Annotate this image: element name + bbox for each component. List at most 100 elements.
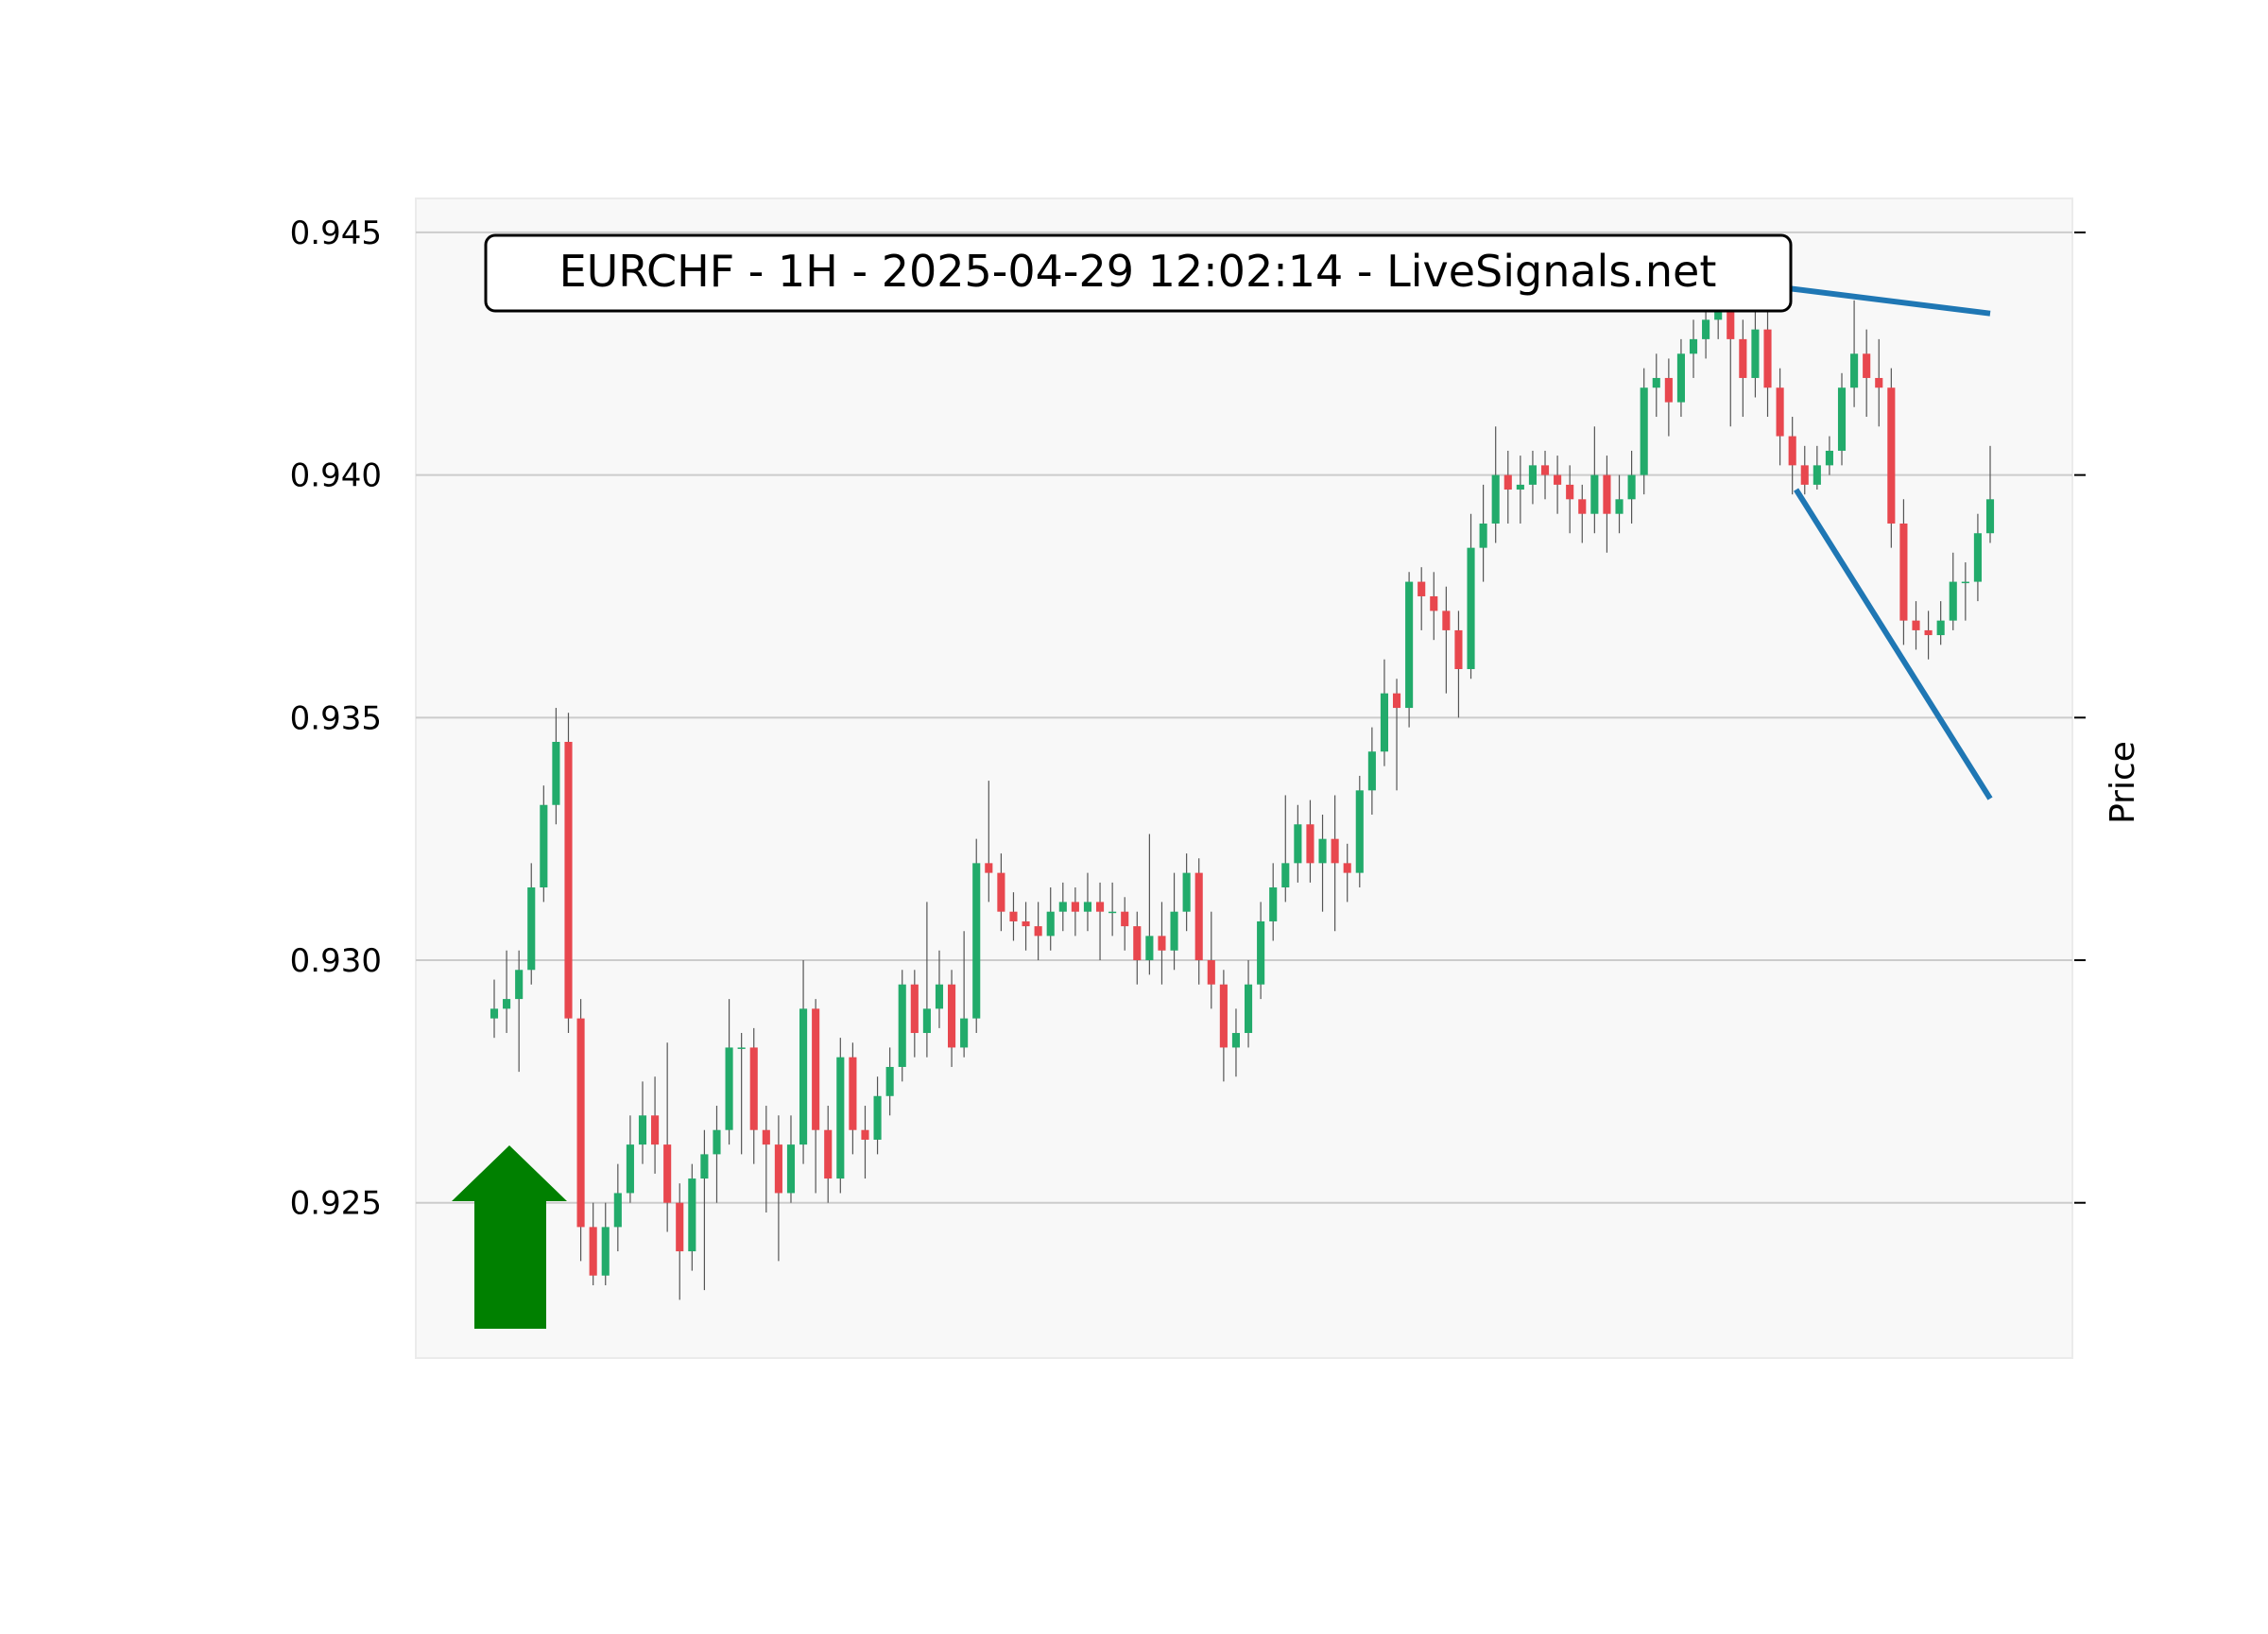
candle-body <box>1689 338 1698 354</box>
candle-body <box>1727 304 1735 339</box>
candle-body <box>960 1018 969 1048</box>
candle-body <box>663 1144 672 1203</box>
candle-body <box>885 1066 894 1096</box>
candle-body <box>812 1008 820 1130</box>
candle-body <box>1108 911 1117 914</box>
candle-body <box>490 1008 499 1019</box>
candle-body <box>1664 377 1673 403</box>
candle-body <box>1318 838 1327 864</box>
candle-body <box>762 1129 770 1145</box>
candle-body <box>601 1227 610 1276</box>
candle-body <box>626 1144 634 1194</box>
candle-body <box>948 984 956 1048</box>
candle-body <box>1095 902 1105 912</box>
candle-body <box>1331 838 1339 864</box>
candle-body <box>1294 824 1302 864</box>
candle-body <box>676 1202 684 1252</box>
candle-body <box>1219 984 1228 1048</box>
candle-body <box>1418 581 1426 596</box>
candle-body <box>749 1047 758 1130</box>
candle-body <box>1343 863 1351 873</box>
candle-body <box>997 872 1005 912</box>
candle-body <box>1751 329 1760 378</box>
candle-body <box>1133 926 1142 961</box>
candle-body <box>1467 547 1475 669</box>
candle-body <box>564 741 573 1019</box>
candle-body <box>1578 499 1587 514</box>
candle-body <box>774 1144 782 1194</box>
candle-body <box>1083 902 1092 912</box>
candle-body <box>700 1154 709 1179</box>
candle-body <box>1367 751 1376 791</box>
candle-body <box>1528 465 1537 485</box>
candle-body <box>922 1008 931 1034</box>
candle-body <box>1739 338 1747 378</box>
candle-body <box>1973 533 1982 582</box>
candle-body <box>935 984 944 1009</box>
candle-body <box>1863 353 1871 378</box>
candle-body <box>1355 790 1364 873</box>
candle-body <box>1714 304 1723 320</box>
candle-body <box>1046 911 1055 937</box>
candle-body <box>1269 887 1278 921</box>
candle-body <box>613 1193 622 1228</box>
candle-body <box>1652 377 1660 388</box>
candle-body <box>910 984 919 1034</box>
chart-title: EURCHF - 1H - 2025-04-29 12:02:14 - Live… <box>559 246 1717 297</box>
candle-body <box>1566 484 1574 500</box>
candle-body <box>638 1115 647 1145</box>
candle-body <box>1590 474 1599 514</box>
candle-body <box>1702 319 1710 339</box>
candle-body <box>688 1178 696 1252</box>
candle-body <box>1244 984 1253 1034</box>
candles <box>490 281 1995 1300</box>
candle-body <box>1627 474 1636 500</box>
candle-body <box>1603 474 1611 514</box>
candle-body <box>1454 629 1463 669</box>
candle-body <box>1837 387 1847 451</box>
candle-body <box>1009 911 1018 921</box>
candle-body <box>1231 1033 1241 1048</box>
candle-body <box>1182 872 1191 912</box>
candle-body <box>1442 611 1451 630</box>
candle-body <box>589 1227 597 1276</box>
candle-body <box>1540 465 1550 475</box>
candle-body <box>1875 377 1883 388</box>
candle-body <box>1170 911 1178 951</box>
candle-body <box>1145 936 1154 961</box>
candle-body <box>1936 620 1945 636</box>
candle-body <box>1516 484 1524 490</box>
candle-body <box>1554 474 1562 485</box>
candle-body <box>540 804 548 888</box>
candle-body <box>1022 920 1030 927</box>
candle-body <box>1207 960 1215 985</box>
candle-body <box>1058 902 1067 912</box>
candle-body <box>861 1129 869 1140</box>
candle-body <box>1676 353 1685 403</box>
candle-body <box>898 984 906 1067</box>
candle-body <box>836 1057 845 1179</box>
candle-body <box>515 970 524 1000</box>
candle-body <box>824 1129 833 1179</box>
candle-body <box>985 863 993 873</box>
trend-line <box>1787 284 1991 317</box>
trend-lines <box>1787 284 1993 800</box>
candle-body <box>873 1095 882 1140</box>
candle-body <box>1985 499 1995 534</box>
candle-body <box>1924 629 1933 636</box>
y-axis-label: Price <box>2104 741 2142 824</box>
candle-body <box>1071 902 1079 912</box>
candle-body <box>1825 450 1833 466</box>
candle-body <box>1405 581 1414 709</box>
candle-body <box>1887 387 1896 524</box>
candle-body <box>1194 872 1203 961</box>
y-tick-label: 0.925 <box>290 1185 382 1223</box>
candle-body <box>725 1047 733 1130</box>
trend-line <box>1794 488 1993 800</box>
candle-body <box>1034 926 1042 937</box>
candle-body <box>1788 436 1796 466</box>
candle-body <box>552 741 560 805</box>
candle-body <box>1776 387 1784 437</box>
candle-body <box>1281 863 1290 888</box>
